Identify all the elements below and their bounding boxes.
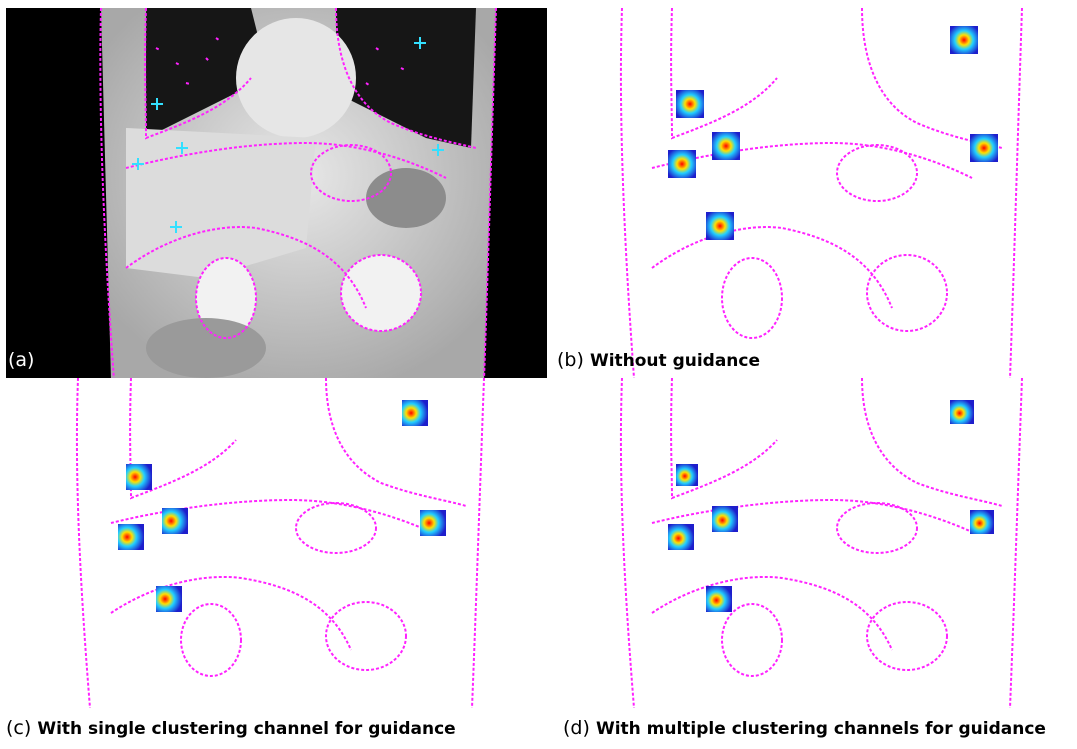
panel-d-title: With multiple clustering channels for gu… xyxy=(595,719,1046,739)
panel-a-label: (a) xyxy=(8,349,35,371)
contour-lines xyxy=(619,8,1023,378)
contour-lines xyxy=(99,8,497,380)
left-lung xyxy=(146,8,261,138)
landmark-heatmaps xyxy=(668,400,994,612)
landmark-crosses xyxy=(132,37,444,233)
panel-b-title: Without guidance xyxy=(589,351,761,371)
contour-lines xyxy=(619,378,1023,708)
panel-a-ct-image xyxy=(6,8,547,380)
heatmap-overlay-d xyxy=(619,378,1023,708)
panel-c-title: With single clustering channel for guida… xyxy=(37,719,456,739)
panel-b-caption: (b) Without guidance xyxy=(557,349,760,371)
panel-a-caption: (a) xyxy=(8,349,34,371)
panel-d-label: (d) xyxy=(563,717,590,739)
heatmap-overlay-c xyxy=(75,378,485,708)
panel-c-single-clustering xyxy=(6,378,547,708)
panel-c-label: (c) xyxy=(6,717,32,739)
panel-c-caption: (c) With single clustering channel for g… xyxy=(6,717,456,739)
ct-slice-image xyxy=(6,8,547,380)
right-lung xyxy=(336,8,476,148)
landmark-heatmaps xyxy=(118,400,446,612)
panel-d-caption: (d) With multiple clustering channels fo… xyxy=(563,717,1046,739)
contour-lines xyxy=(75,378,485,708)
panel-b-label: (b) xyxy=(557,349,584,371)
landmark-heatmaps xyxy=(668,26,998,240)
panel-b-without-guidance xyxy=(552,8,1072,378)
panel-d-multiple-clustering xyxy=(552,378,1072,708)
heatmap-overlay-b xyxy=(619,8,1023,378)
